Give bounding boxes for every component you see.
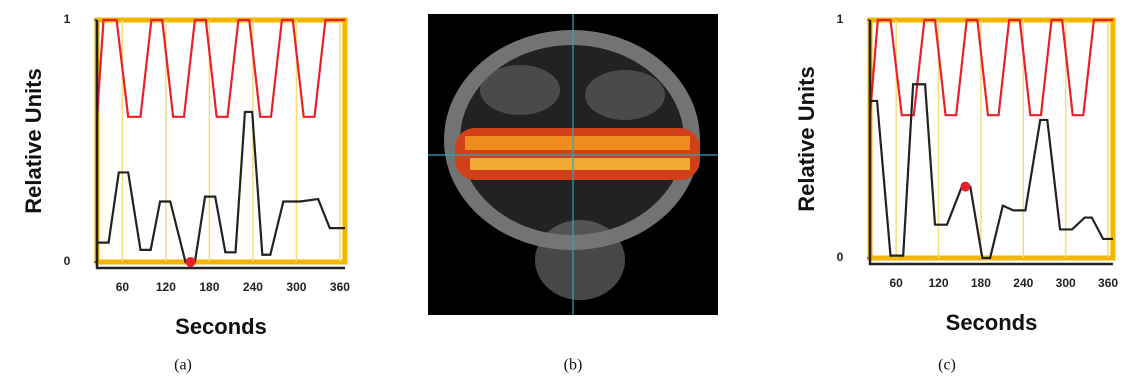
marker <box>186 257 196 267</box>
x-tick-label: 60 <box>116 280 130 294</box>
line <box>870 84 1113 258</box>
y-axis-title: Relative Units <box>21 68 46 214</box>
y-tick-label: 0 <box>837 250 844 264</box>
x-axis-title: Seconds <box>946 310 1038 335</box>
line <box>870 20 1113 115</box>
x-tick-label: 120 <box>156 280 176 294</box>
line <box>97 20 345 117</box>
x-tick-label: 180 <box>971 276 991 290</box>
y-axis-title: Relative Units <box>794 66 819 212</box>
x-axis-title: Seconds <box>175 314 267 339</box>
x-tick-label: 300 <box>286 280 306 294</box>
brain-stem <box>535 220 625 300</box>
x-tick-label: 300 <box>1056 276 1076 290</box>
x-tick-label: 240 <box>1013 276 1033 290</box>
x-tick-label: 360 <box>330 280 350 294</box>
activation-band <box>470 158 690 170</box>
activation-band <box>465 136 690 150</box>
x-tick-label: 120 <box>929 276 949 290</box>
activation-band <box>455 128 700 180</box>
x-tick-label: 180 <box>199 280 219 294</box>
brain-image <box>428 14 718 315</box>
caption: (c) <box>938 357 956 374</box>
y-tick-label: 0 <box>64 254 71 268</box>
x-tick-label: 240 <box>243 280 263 294</box>
x-tick-label: 60 <box>889 276 903 290</box>
caption: (a) <box>174 357 192 374</box>
page: {"chart_data": [ {"type": "line", "ylabe… <box>0 0 1131 380</box>
caption: (b) <box>564 357 583 374</box>
x-tick-label: 360 <box>1098 276 1118 290</box>
line <box>98 112 345 262</box>
y-tick-label: 1 <box>64 12 71 26</box>
brain-region <box>585 70 665 120</box>
axis-line <box>870 20 1113 264</box>
brain-region <box>480 65 560 115</box>
y-tick-label: 1 <box>837 12 844 26</box>
marker <box>960 182 970 192</box>
plot-frame <box>870 20 1113 258</box>
figure: 60 120 180 240 300 360 0 1 Seconds Relative Units… <box>0 0 1131 380</box>
